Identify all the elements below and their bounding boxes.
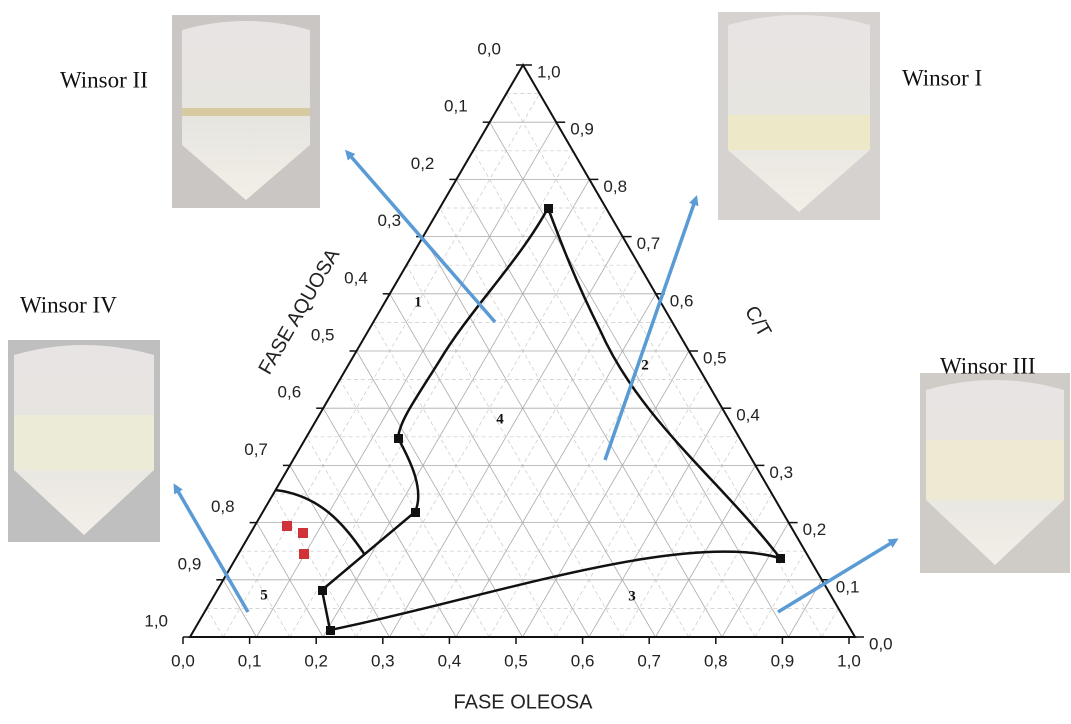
caption: Winsor IV (20, 292, 117, 317)
tick-label: 0,7 (637, 651, 661, 670)
tick-label: 0,4 (438, 651, 462, 670)
photo-winsor-i (718, 12, 880, 220)
region-label: 4 (496, 411, 504, 427)
tick-label: 0,0 (171, 651, 195, 670)
tick-label: 0,0 (477, 39, 501, 58)
region-label: 2 (641, 357, 649, 373)
axis-title: C/T (740, 302, 775, 341)
caption: Winsor II (60, 67, 148, 92)
photo-winsor-iv (8, 340, 160, 542)
region-label: 3 (628, 588, 636, 604)
tick-label: 0,1 (836, 577, 860, 596)
grid-line (440, 208, 689, 637)
region-label: 5 (260, 587, 268, 603)
tick-label: 0,6 (571, 651, 595, 670)
figure: 0,0 0,1 0,2 0,3 0,4 0,5 0,6 0,7 0,8 0,9 1,0 0,0 0,1 0… (0, 0, 1071, 724)
tick-label: 0,5 (311, 325, 335, 344)
tick-label: 0,6 (670, 291, 694, 310)
grid-line (622, 437, 739, 637)
sample-points (282, 521, 309, 559)
tick-label: 0,3 (769, 463, 793, 482)
tick-label: 0,1 (444, 97, 468, 116)
photo-winsor-iii (920, 373, 1070, 573)
grid-line (689, 494, 772, 637)
tick-label: 0,3 (377, 211, 401, 230)
tick-label: 0,9 (570, 120, 594, 139)
tick-label: 0,1 (238, 651, 262, 670)
tick-label: 0,9 (178, 554, 202, 573)
axis-title: FASE AQUOSA (255, 244, 345, 378)
tick-label: 0,2 (803, 520, 827, 539)
grid-line (373, 322, 556, 637)
grid-line (273, 494, 356, 637)
grid-line (755, 551, 805, 637)
tick-label: 0,7 (637, 234, 661, 253)
grid-line (406, 265, 622, 637)
tick-label: 0,8 (603, 177, 627, 196)
grid-line (307, 437, 423, 637)
tick-label: 0,4 (344, 268, 368, 287)
tick-label: 0,0 (869, 634, 893, 653)
tick-label: 0,8 (211, 497, 235, 516)
axis-title: FASE OLEOSA (454, 691, 594, 713)
caption: Winsor III (940, 353, 1036, 378)
boundary-points (318, 204, 785, 635)
tick-label: 1,0 (837, 651, 861, 670)
caption: Winsor I (902, 65, 982, 90)
tick-label: 1,0 (144, 611, 168, 630)
photo-winsor-ii (172, 15, 320, 208)
tick-label: 0,9 (771, 651, 795, 670)
tick-label: 0,8 (704, 651, 728, 670)
tick-label: 0,4 (736, 406, 760, 425)
tick-label: 0,2 (304, 651, 328, 670)
tick-label: 0,5 (504, 651, 528, 670)
tick-label: 0,6 (278, 383, 302, 402)
tick-label: 0,7 (244, 440, 268, 459)
grid-line (207, 608, 224, 637)
tick-label: 0,3 (371, 651, 395, 670)
tick-label: 0,5 (703, 348, 727, 367)
grid-line (822, 608, 839, 637)
tick-label: 1,0 (537, 62, 561, 81)
tick-label: 0,2 (411, 154, 435, 173)
region-label: 1 (414, 294, 422, 310)
